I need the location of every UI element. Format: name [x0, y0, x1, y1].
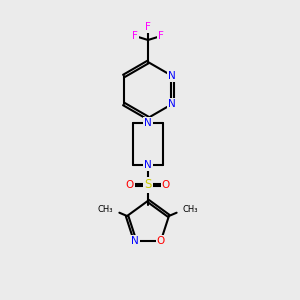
Text: N: N	[144, 118, 152, 128]
Text: CH₃: CH₃	[183, 206, 198, 214]
Text: S: S	[144, 178, 152, 191]
Text: F: F	[158, 31, 164, 41]
Text: N: N	[131, 236, 139, 246]
Text: N: N	[168, 71, 176, 81]
Text: N: N	[168, 99, 176, 109]
Text: CH₃: CH₃	[98, 206, 113, 214]
Text: F: F	[145, 22, 151, 32]
Text: O: O	[162, 180, 170, 190]
Text: N: N	[144, 160, 152, 170]
Text: O: O	[126, 180, 134, 190]
Text: O: O	[157, 236, 165, 246]
Text: F: F	[132, 31, 138, 41]
